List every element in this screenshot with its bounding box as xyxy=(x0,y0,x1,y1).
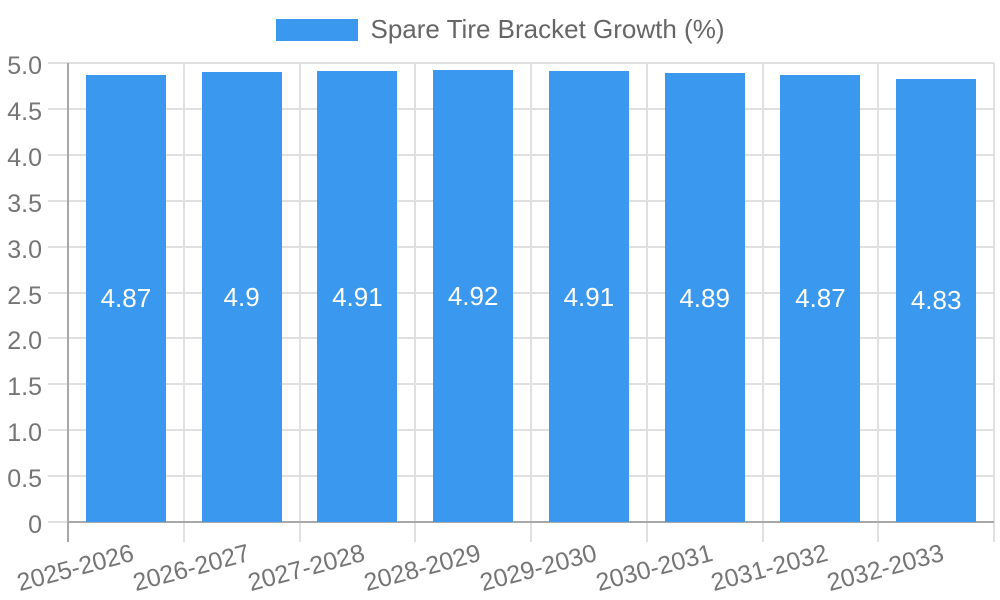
bar-value-label: 4.91 xyxy=(332,281,383,312)
y-axis-tick xyxy=(48,291,68,294)
x-axis-line xyxy=(68,521,994,523)
bar[interactable]: 4.87 xyxy=(85,74,166,522)
x-gridline xyxy=(298,63,301,522)
bar-value-label: 4.87 xyxy=(100,283,152,314)
bar[interactable]: 4.91 xyxy=(317,71,398,522)
bar-value-label: 4.92 xyxy=(447,281,499,312)
x-axis-tick xyxy=(645,522,648,542)
legend-swatch xyxy=(275,18,358,41)
y-tick-label: 5.0 xyxy=(7,52,42,80)
legend-item[interactable]: Spare Tire Bracket Growth (%) xyxy=(0,14,1000,45)
bar[interactable]: 4.9 xyxy=(201,72,282,522)
x-axis-tick xyxy=(182,522,185,542)
x-gridline xyxy=(182,63,185,522)
y-axis-tick xyxy=(48,383,68,386)
x-gridline xyxy=(645,63,648,522)
legend-label: Spare Tire Bracket Growth (%) xyxy=(370,14,725,44)
y-tick-label: 4.0 xyxy=(7,143,42,172)
bar-value-label: 4.9 xyxy=(223,282,260,313)
y-tick-label: 3.0 xyxy=(7,235,42,264)
y-tick-label: 2.0 xyxy=(7,327,42,356)
y-tick-label: 1.5 xyxy=(7,373,42,402)
y-axis-tick xyxy=(48,521,68,523)
bar-value-label: 4.83 xyxy=(910,285,962,316)
y-axis-line xyxy=(67,63,69,542)
y-axis-tick xyxy=(48,153,68,156)
x-gridline xyxy=(877,63,880,522)
x-axis-tick xyxy=(530,522,532,542)
y-axis-tick xyxy=(48,107,68,110)
bar-value-label: 4.89 xyxy=(679,282,730,313)
x-axis-tick xyxy=(761,522,764,542)
bar[interactable]: 4.92 xyxy=(433,70,514,522)
x-gridline xyxy=(761,63,764,522)
y-tick-label: 0.5 xyxy=(7,465,42,494)
x-gridline xyxy=(993,63,995,522)
y-axis-tick xyxy=(48,429,68,432)
bar[interactable]: 4.87 xyxy=(780,74,861,522)
x-axis-tick xyxy=(414,522,417,542)
x-axis-tick xyxy=(877,522,880,542)
y-axis-tick xyxy=(48,62,68,64)
bar-value-label: 4.91 xyxy=(563,281,615,312)
y-axis-tick xyxy=(48,199,68,202)
y-tick-label: 0 xyxy=(28,511,42,539)
y-tick-label: 1.0 xyxy=(7,419,42,448)
y-axis-tick xyxy=(48,337,68,340)
x-axis-tick xyxy=(993,522,995,542)
y-tick-label: 4.5 xyxy=(7,97,42,126)
bar-value-label: 4.87 xyxy=(795,283,846,314)
bar[interactable]: 4.83 xyxy=(896,78,977,522)
y-tick-label: 2.5 xyxy=(7,281,42,310)
y-axis-tick xyxy=(48,245,68,248)
bar[interactable]: 4.89 xyxy=(664,73,745,522)
bar[interactable]: 4.91 xyxy=(548,71,629,522)
x-gridline xyxy=(530,63,532,522)
y-axis-tick xyxy=(48,475,68,478)
y-tick-label: 3.5 xyxy=(7,189,42,218)
x-axis-tick xyxy=(298,522,301,542)
x-gridline xyxy=(414,63,417,522)
